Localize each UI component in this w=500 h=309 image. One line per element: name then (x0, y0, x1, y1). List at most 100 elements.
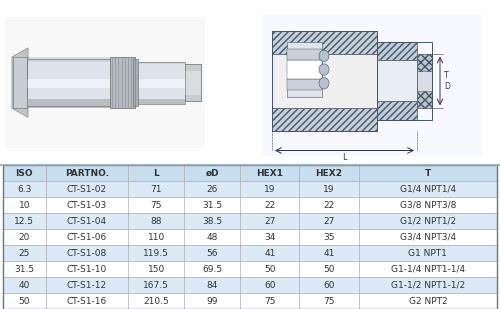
Bar (358, 197, 497, 213)
Bar (377, 42, 417, 61)
Bar (272, 108, 377, 131)
Bar (3, 245, 46, 261)
Bar (3, 293, 46, 309)
Text: 60: 60 (264, 281, 276, 290)
Text: CT-S1-06: CT-S1-06 (67, 233, 107, 242)
Text: 88: 88 (150, 217, 162, 226)
Text: 75: 75 (150, 201, 162, 210)
Bar (287, 42, 322, 97)
Text: 50: 50 (324, 265, 335, 273)
Bar (46, 213, 128, 229)
Text: 167.5: 167.5 (143, 281, 169, 290)
Text: 50: 50 (264, 265, 276, 273)
Bar (240, 229, 300, 245)
Bar (358, 165, 497, 181)
Bar (272, 53, 377, 108)
Text: HEX2: HEX2 (316, 169, 342, 178)
Bar (46, 229, 128, 245)
Text: 41: 41 (324, 249, 334, 258)
Text: 22: 22 (264, 201, 276, 210)
Text: 75: 75 (264, 297, 276, 306)
Text: CT-S1-04: CT-S1-04 (67, 217, 107, 226)
Bar (240, 261, 300, 277)
Bar (240, 165, 300, 181)
Bar (27, 59, 112, 106)
Text: 27: 27 (264, 217, 276, 226)
Text: PARTNO.: PARTNO. (65, 169, 109, 178)
Bar (300, 213, 358, 229)
Text: 84: 84 (206, 281, 218, 290)
Bar (184, 245, 240, 261)
Bar (272, 31, 377, 131)
Bar (27, 79, 112, 88)
Bar (128, 229, 184, 245)
Bar (135, 99, 185, 104)
Bar (12, 57, 127, 106)
Bar (300, 197, 358, 213)
Bar (240, 293, 300, 309)
Bar (110, 57, 135, 108)
Bar (240, 197, 300, 213)
Text: HEX1: HEX1 (256, 169, 283, 178)
Bar (184, 165, 240, 181)
Text: G3/8 NPT3/8: G3/8 NPT3/8 (400, 201, 456, 210)
Bar (358, 213, 497, 229)
Text: 12.5: 12.5 (14, 217, 34, 226)
Bar (3, 181, 46, 197)
Bar (3, 229, 46, 245)
Bar (128, 293, 184, 309)
Bar (417, 53, 432, 108)
Bar (3, 165, 46, 181)
Bar (185, 71, 201, 95)
Text: 22: 22 (324, 201, 334, 210)
Bar (287, 79, 322, 90)
Text: CT-S1-10: CT-S1-10 (67, 265, 107, 273)
Bar (133, 59, 138, 106)
Bar (13, 57, 27, 108)
Text: 26: 26 (206, 185, 218, 194)
Text: 20: 20 (18, 233, 30, 242)
Bar (110, 57, 135, 108)
Bar (46, 261, 128, 277)
Bar (135, 61, 185, 104)
Text: 38.5: 38.5 (202, 217, 222, 226)
Bar (358, 229, 497, 245)
Circle shape (319, 50, 329, 61)
Bar (240, 181, 300, 197)
Bar (358, 181, 497, 197)
Text: G3/4 NPT3/4: G3/4 NPT3/4 (400, 233, 456, 242)
Text: ISO: ISO (16, 169, 33, 178)
Text: G2 NPT2: G2 NPT2 (408, 297, 447, 306)
Bar (358, 277, 497, 293)
Text: 71: 71 (150, 185, 162, 194)
Text: D: D (444, 82, 450, 91)
Bar (128, 181, 184, 197)
Bar (300, 277, 358, 293)
Bar (3, 277, 46, 293)
Bar (46, 181, 128, 197)
Text: CT-S1-16: CT-S1-16 (67, 297, 107, 306)
Text: L: L (342, 153, 347, 162)
Circle shape (319, 78, 329, 89)
Bar (184, 213, 240, 229)
Bar (272, 31, 377, 53)
Bar (3, 213, 46, 229)
Bar (128, 245, 184, 261)
Bar (300, 229, 358, 245)
Bar (358, 261, 497, 277)
Bar (46, 165, 128, 181)
Bar (240, 213, 300, 229)
Text: 60: 60 (324, 281, 335, 290)
Text: 35: 35 (324, 233, 335, 242)
Text: 6.3: 6.3 (17, 185, 32, 194)
Bar (185, 64, 201, 101)
Bar (377, 101, 417, 120)
Bar (184, 181, 240, 197)
Bar (300, 165, 358, 181)
Text: 41: 41 (264, 249, 276, 258)
Bar (300, 261, 358, 277)
Text: CT-S1-02: CT-S1-02 (67, 185, 107, 194)
Bar (128, 277, 184, 293)
Text: 48: 48 (206, 233, 218, 242)
Bar (287, 49, 322, 61)
